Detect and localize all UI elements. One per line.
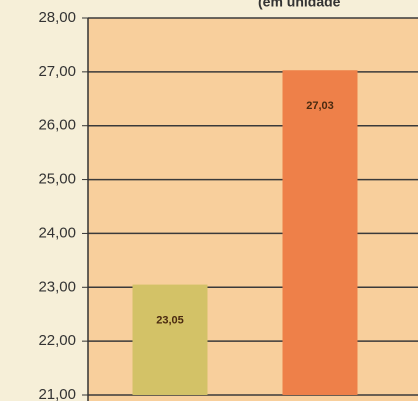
y-tick-label: 22,00 — [38, 332, 76, 349]
value-label: 23,05 — [156, 314, 184, 326]
value-label: 27,03 — [306, 100, 334, 112]
bar — [132, 284, 208, 395]
y-tick-label: 25,00 — [38, 171, 76, 188]
y-tick-label: 21,00 — [38, 386, 76, 401]
y-tick-label: 27,00 — [38, 63, 76, 80]
bar — [282, 70, 358, 396]
y-tick-label: 28,00 — [38, 9, 76, 26]
y-tick-label: 24,00 — [38, 224, 76, 241]
y-tick-label: 26,00 — [38, 117, 76, 134]
chart-title: (em unidade — [258, 0, 341, 10]
y-tick-label: 23,00 — [38, 278, 76, 295]
